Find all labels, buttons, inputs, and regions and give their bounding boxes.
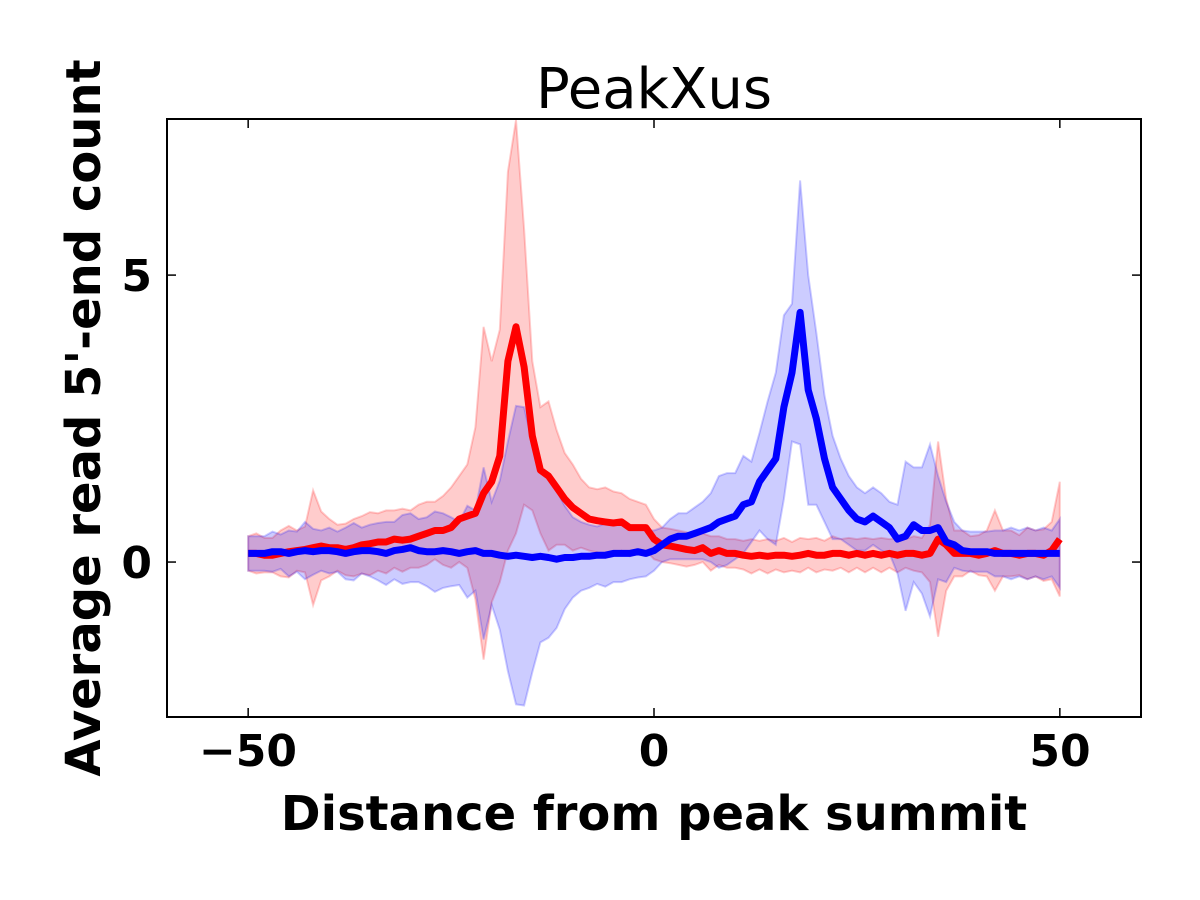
x-axis-label: Distance from peak summit (281, 786, 1027, 842)
chart-title: PeakXus (536, 57, 772, 122)
x-tick-label: −50 (199, 726, 297, 777)
y-tick-label: 0 (121, 538, 152, 589)
x-tick-label: 50 (1029, 726, 1090, 777)
x-tick-label: 0 (639, 726, 670, 777)
chart: PeakXus −50 0 50 0 5 Distance from peak … (0, 0, 1200, 900)
y-tick-label: 5 (121, 251, 152, 302)
y-axis-label: Average read 5'-end count (56, 59, 112, 776)
